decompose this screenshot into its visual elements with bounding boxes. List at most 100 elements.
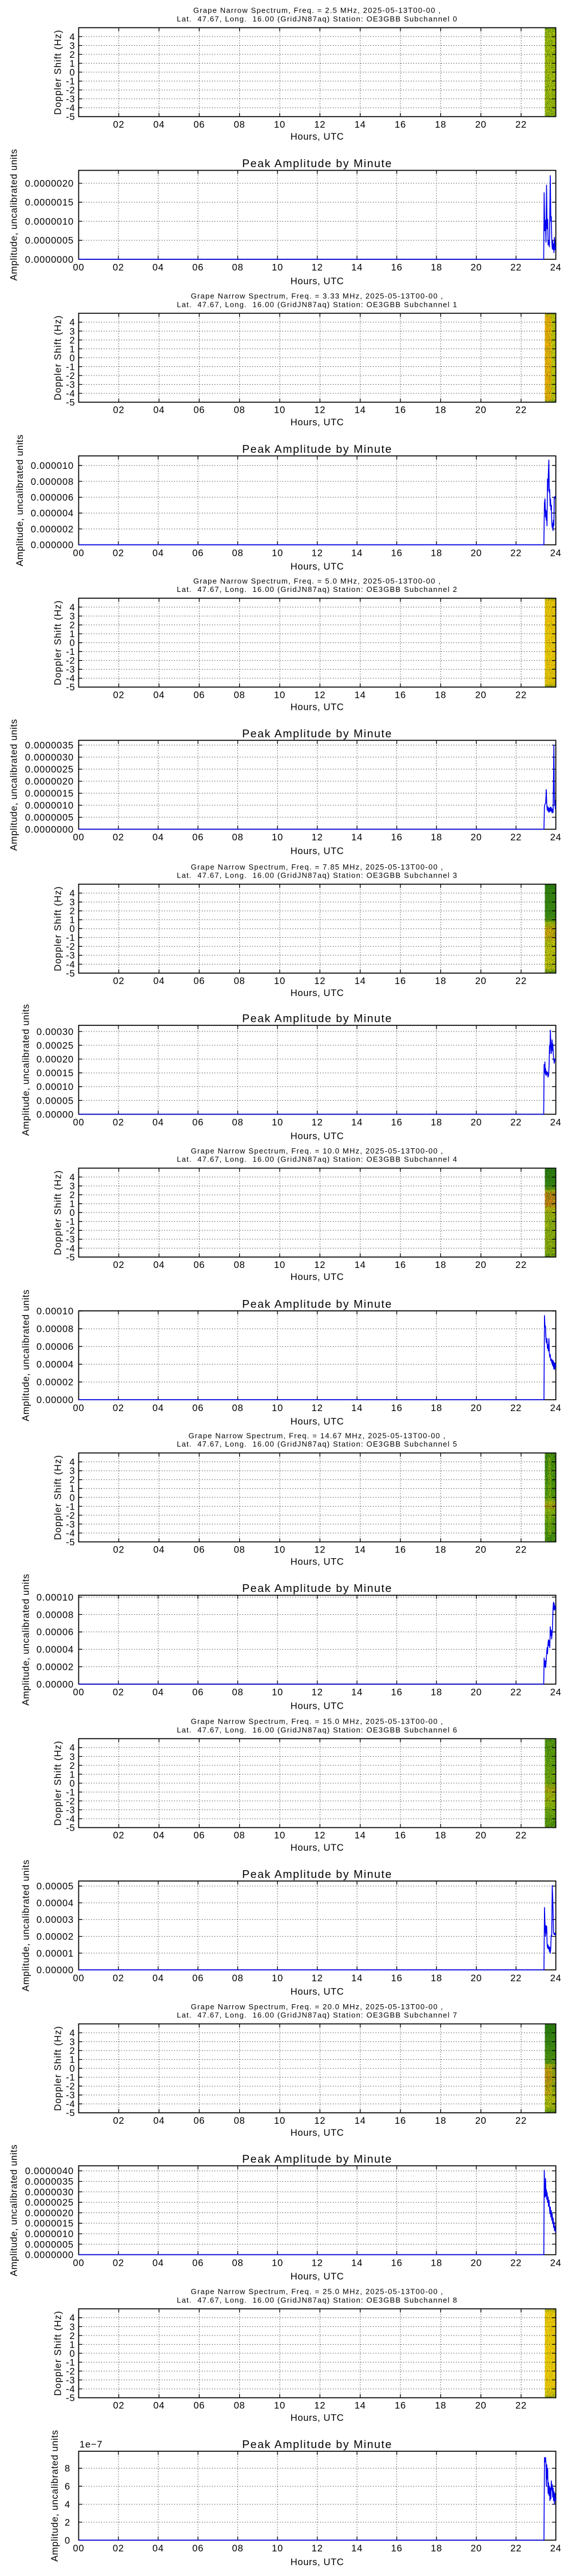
svg-text:0: 0 <box>70 1778 76 1789</box>
svg-text:22: 22 <box>515 2115 527 2126</box>
svg-text:10: 10 <box>272 262 283 273</box>
svg-text:06: 06 <box>193 2115 205 2126</box>
svg-text:24: 24 <box>550 547 562 558</box>
svg-text:08: 08 <box>234 2115 245 2126</box>
svg-text:18: 18 <box>435 119 446 130</box>
svg-text:Lat. 47.67, Long. 16.00 (Gri: Lat. 47.67, Long. 16.00 (GridJN87aq) Sta… <box>177 1440 458 1448</box>
svg-text:Peak Amplitude by Minute: Peak Amplitude by Minute <box>242 2439 392 2451</box>
svg-text:08: 08 <box>234 1544 245 1555</box>
svg-text:4: 4 <box>70 1743 76 1753</box>
svg-text:24: 24 <box>550 1973 562 1984</box>
svg-text:12: 12 <box>312 1973 323 1984</box>
svg-text:10: 10 <box>274 689 285 700</box>
svg-text:Hours, UTC: Hours, UTC <box>291 2412 344 2423</box>
svg-text:0.00025: 0.00025 <box>37 1040 74 1051</box>
svg-text:20: 20 <box>471 262 482 273</box>
svg-text:Doppler Shift (Hz): Doppler Shift (Hz) <box>53 1170 63 1255</box>
svg-text:-1: -1 <box>66 2357 75 2368</box>
svg-text:12: 12 <box>312 2543 323 2554</box>
svg-text:10: 10 <box>272 1402 283 1413</box>
svg-text:22: 22 <box>510 2257 522 2268</box>
svg-text:06: 06 <box>192 2257 204 2268</box>
svg-text:0.00010: 0.00010 <box>37 1306 74 1317</box>
svg-text:16: 16 <box>395 975 406 986</box>
svg-text:12: 12 <box>312 832 323 843</box>
svg-text:12: 12 <box>314 975 325 986</box>
svg-text:-1: -1 <box>66 1216 75 1227</box>
svg-text:0.00004: 0.00004 <box>37 1644 74 1655</box>
svg-text:-3: -3 <box>66 1234 75 1245</box>
svg-text:16: 16 <box>391 262 403 273</box>
svg-text:10: 10 <box>272 2257 283 2268</box>
svg-text:3: 3 <box>70 1465 76 1476</box>
svg-text:22: 22 <box>510 1687 522 1698</box>
svg-text:08: 08 <box>234 405 245 416</box>
svg-text:-2: -2 <box>66 85 75 96</box>
svg-text:22: 22 <box>515 1259 527 1270</box>
svg-text:18: 18 <box>431 2543 442 2554</box>
svg-text:1e−7: 1e−7 <box>80 2439 102 2449</box>
svg-text:-2: -2 <box>66 1796 75 1807</box>
svg-text:22: 22 <box>510 2543 522 2554</box>
svg-text:Hours, UTC: Hours, UTC <box>291 1416 344 1427</box>
svg-text:0.0000000: 0.0000000 <box>25 254 74 265</box>
svg-text:Grape Narrow Spectrum, Freq. =: Grape Narrow Spectrum, Freq. = 15.0 MHz,… <box>191 1717 444 1726</box>
svg-text:Amplitude, uncalibrated units: Amplitude, uncalibrated units <box>20 1004 31 1136</box>
svg-text:1: 1 <box>70 915 76 926</box>
svg-text:0.00005: 0.00005 <box>37 1881 74 1892</box>
svg-text:06: 06 <box>192 1973 204 1984</box>
svg-text:12: 12 <box>314 405 325 416</box>
svg-text:-5: -5 <box>66 1536 75 1547</box>
svg-text:00: 00 <box>73 1402 85 1413</box>
svg-text:-5: -5 <box>66 1252 75 1263</box>
svg-text:16: 16 <box>395 2400 406 2411</box>
svg-text:0.00015: 0.00015 <box>37 1068 74 1078</box>
svg-text:0.000006: 0.000006 <box>31 492 74 503</box>
svg-text:0.00004: 0.00004 <box>37 1359 74 1370</box>
svg-text:Amplitude, uncalibrated units: Amplitude, uncalibrated units <box>20 1289 31 1421</box>
svg-text:02: 02 <box>113 975 125 986</box>
svg-text:10: 10 <box>274 1830 285 1841</box>
svg-text:Hours, UTC: Hours, UTC <box>291 275 344 286</box>
svg-text:2: 2 <box>70 2045 76 2056</box>
svg-text:0.00006: 0.00006 <box>37 1341 74 1352</box>
svg-text:0: 0 <box>70 67 76 78</box>
svg-text:Lat. 47.67, Long. 16.00 (Gri: Lat. 47.67, Long. 16.00 (GridJN87aq) Sta… <box>177 300 458 309</box>
svg-text:16: 16 <box>395 1544 406 1555</box>
svg-text:-4: -4 <box>66 1528 75 1539</box>
svg-text:Hours, UTC: Hours, UTC <box>291 1556 344 1567</box>
svg-text:Peak Amplitude by Minute: Peak Amplitude by Minute <box>242 1013 392 1025</box>
svg-text:18: 18 <box>435 405 446 416</box>
svg-text:14: 14 <box>355 689 366 700</box>
svg-text:8: 8 <box>65 2463 70 2474</box>
svg-text:Grape Narrow Spectrum, Freq. =: Grape Narrow Spectrum, Freq. = 10.0 MHz,… <box>191 1147 444 1155</box>
svg-text:06: 06 <box>193 1259 205 1270</box>
svg-text:04: 04 <box>153 1259 165 1270</box>
svg-text:2: 2 <box>65 2517 70 2528</box>
svg-text:20: 20 <box>471 2543 482 2554</box>
svg-text:20: 20 <box>471 547 482 558</box>
svg-text:10: 10 <box>272 2543 283 2554</box>
svg-text:18: 18 <box>435 2115 446 2126</box>
svg-text:2: 2 <box>70 335 76 346</box>
svg-text:-4: -4 <box>66 2099 75 2109</box>
svg-text:Grape Narrow Spectrum, Freq. =: Grape Narrow Spectrum, Freq. = 2.5 MHz, … <box>193 6 441 15</box>
svg-text:6: 6 <box>65 2481 70 2492</box>
svg-text:Hours, UTC: Hours, UTC <box>291 2271 344 2282</box>
svg-text:0.00020: 0.00020 <box>37 1054 74 1065</box>
svg-text:24: 24 <box>550 1402 562 1413</box>
svg-text:18: 18 <box>431 832 442 843</box>
svg-text:0: 0 <box>70 353 76 364</box>
svg-text:2: 2 <box>70 49 76 60</box>
svg-text:3: 3 <box>70 611 76 622</box>
svg-text:02: 02 <box>113 1544 125 1555</box>
svg-text:Grape Narrow Spectrum, Freq. =: Grape Narrow Spectrum, Freq. = 20.0 MHz,… <box>191 2002 444 2011</box>
svg-text:18: 18 <box>431 1973 442 1984</box>
svg-text:20: 20 <box>475 689 487 700</box>
svg-text:18: 18 <box>435 975 446 986</box>
svg-text:08: 08 <box>232 1973 244 1984</box>
svg-text:04: 04 <box>153 1544 165 1555</box>
svg-text:16: 16 <box>395 1830 406 1841</box>
svg-text:18: 18 <box>431 1117 442 1128</box>
svg-text:02: 02 <box>113 2115 125 2126</box>
